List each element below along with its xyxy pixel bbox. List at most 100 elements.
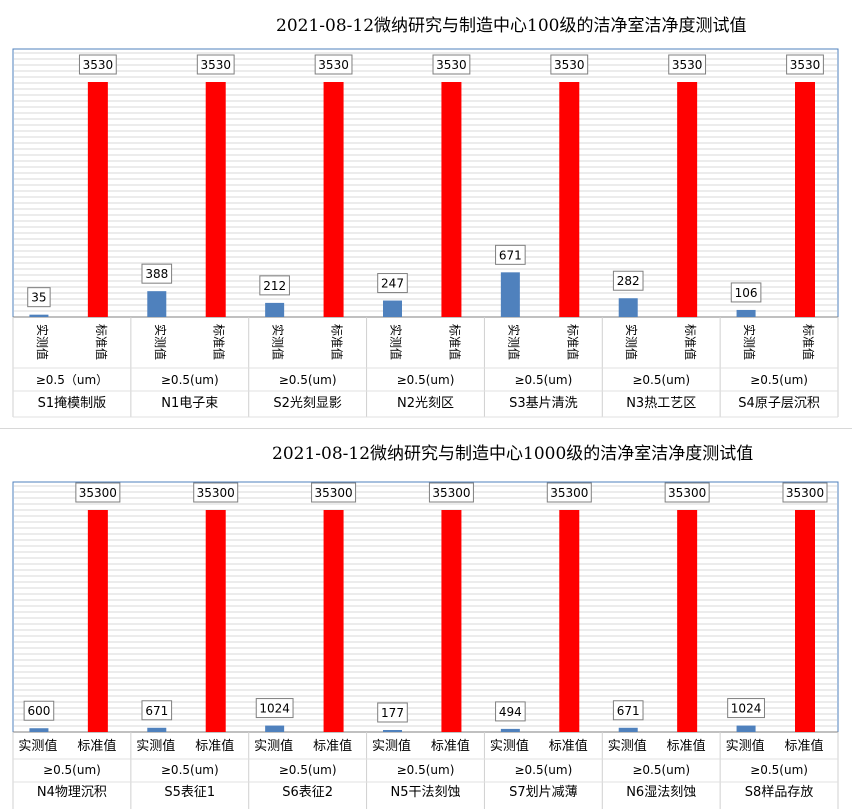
data-label-box [141,700,173,721]
series-label: 标准值 [77,738,116,754]
bar-standard [205,510,226,732]
bar-measured [500,728,520,732]
series-label: 标准值 [313,738,352,754]
series-label: 实测值 [18,738,57,754]
series-label: 实测值 [742,324,757,360]
bar-standard [323,82,344,317]
size-label: ≥0.5(um) [632,763,690,777]
bar-standard [205,82,226,317]
data-label-box [668,54,707,75]
bar-standard [441,510,462,732]
data-label: 212 [263,279,286,293]
data-label-box [75,482,121,503]
data-label: 35300 [786,486,824,500]
data-label-box [782,482,828,503]
data-label: 35300 [79,486,117,500]
data-label-box [432,54,471,75]
bar-standard [795,510,815,732]
bar-standard [87,510,108,732]
bar-measured [29,728,49,732]
data-label: 3530 [200,58,231,72]
bar-measured [618,727,638,732]
plot-area [12,481,839,733]
category-label: S8样品存放 [745,785,814,800]
series-label: 标准值 [447,324,462,360]
bar-standard [677,82,698,317]
size-label: ≥0.5(um) [279,373,337,387]
series-label: 实测值 [624,324,639,360]
data-label-box [314,54,353,75]
series-label: 实测值 [389,324,404,360]
size-label: ≥0.5(um) [43,763,101,777]
bar-measured [147,727,167,732]
category-label: S6表征2 [282,785,333,800]
size-label: ≥0.5(um) [514,763,572,777]
data-label: 106 [735,286,758,300]
series-label: 实测值 [136,738,175,754]
series-label: 标准值 [195,738,234,754]
series-label: 实测值 [254,738,293,754]
category-label: S3基片清洗 [509,396,578,411]
category-label: N4物理沉积 [37,785,107,800]
category-label: S1掩模制版 [38,396,107,411]
bar-measured [736,725,756,732]
data-label: 282 [617,274,640,288]
category-label: S4原子层沉积 [738,396,820,411]
series-label: 标准值 [667,738,706,754]
data-label: 35300 [314,486,352,500]
data-label-box [495,701,526,722]
data-label-box [377,702,408,723]
data-label-box [428,482,474,503]
data-label: 35 [31,291,46,305]
category-label: S7划片减薄 [509,785,578,800]
data-label-box [78,54,117,75]
bar-measured [29,314,49,317]
data-label: 3530 [790,58,821,72]
data-label: 35300 [197,486,235,500]
category-label: N5干法刻蚀 [391,785,461,800]
data-label: 3530 [83,58,114,72]
data-label-box [786,54,824,75]
data-label: 671 [145,704,168,718]
category-label: N1电子束 [161,396,218,411]
size-label: ≥0.5(um) [397,763,455,777]
size-label: ≥0.5(um) [750,763,808,777]
series-label: 实测值 [726,738,765,754]
data-label-box [193,482,239,503]
data-label-box [612,270,644,291]
data-label-box [664,482,710,503]
size-label: ≥0.5(um) [279,763,337,777]
data-label-box [495,244,526,265]
data-label: 671 [499,248,522,262]
series-label: 标准值 [94,324,109,360]
series-label: 实测值 [271,324,286,360]
data-label-box [730,282,762,303]
data-label: 388 [145,267,168,281]
data-label: 35300 [432,486,470,500]
series-label: 实测值 [35,324,50,360]
chart-100-class: 35 实测值 3530 标准值 ≥0.5（um） S1掩模制版 388 实测值 3530 标准值 ≥… [12,48,839,418]
bar-standard [323,510,344,732]
category-label: S2光刻显影 [273,396,342,411]
series-label: 标准值 [565,324,580,360]
bar-standard [559,82,580,317]
size-label: ≥0.5(um) [161,763,219,777]
bar-standard [559,510,580,732]
bar-measured [265,725,285,732]
data-label: 247 [381,277,404,291]
data-label: 494 [499,705,522,719]
bar-standard [795,82,815,317]
bar-standard [677,510,698,732]
data-label: 600 [27,704,50,718]
size-label: ≥0.5（um） [36,373,108,387]
chart-1000-class: 600 实测值 35300 标准值 ≥0.5(um) N4物理沉积 671 实测值 35300 标… [12,481,839,809]
data-label-box [259,275,290,296]
bar-standard [441,82,462,317]
data-label: 3530 [436,58,467,72]
data-label: 3530 [672,58,703,72]
bar-standard [87,82,108,317]
chart-title-100: 2021-08-12微纳研究与制造中心100级的洁净室洁净度测试值 [276,16,747,36]
bar-measured [618,298,638,317]
size-label: ≥0.5(um) [514,373,572,387]
data-label-box [141,263,173,284]
